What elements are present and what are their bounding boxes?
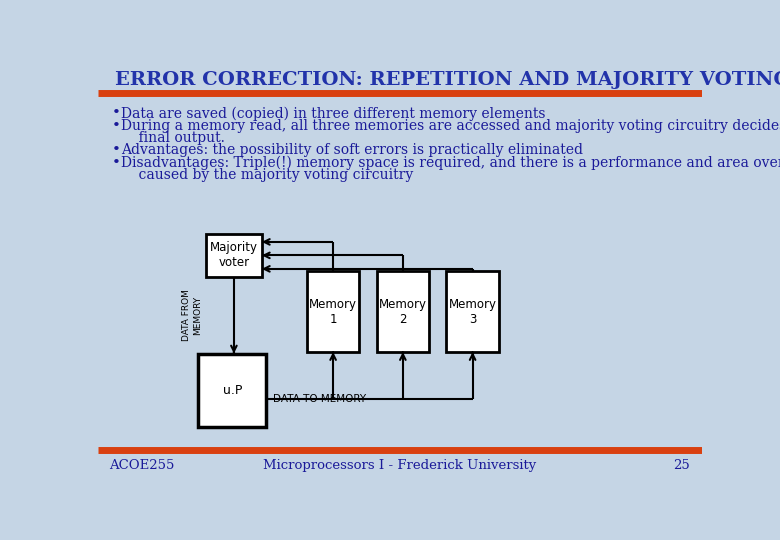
Text: Data are saved (copied) in three different memory elements: Data are saved (copied) in three differe… xyxy=(121,106,545,121)
Text: ACOE255: ACOE255 xyxy=(109,458,175,472)
Text: During a memory read, all three memories are accessed and majority voting circui: During a memory read, all three memories… xyxy=(121,119,780,133)
Bar xyxy=(307,271,360,352)
Text: final output.: final output. xyxy=(121,131,225,145)
Text: •: • xyxy=(112,106,120,120)
Text: caused by the majority voting circuitry: caused by the majority voting circuitry xyxy=(121,168,413,182)
Text: •: • xyxy=(112,156,120,170)
Text: Disadvantages: Triple(!) memory space is required, and there is a performance an: Disadvantages: Triple(!) memory space is… xyxy=(121,156,780,170)
Bar xyxy=(446,271,499,352)
Text: Memory
2: Memory 2 xyxy=(379,298,427,326)
Text: 25: 25 xyxy=(674,458,690,472)
Text: Advantages: the possibility of soft errors is practically eliminated: Advantages: the possibility of soft erro… xyxy=(121,143,583,157)
Text: DATA TO MEMORY: DATA TO MEMORY xyxy=(273,394,366,404)
Text: •: • xyxy=(112,143,120,157)
Text: Memory
3: Memory 3 xyxy=(448,298,497,326)
Bar xyxy=(198,354,267,427)
Text: u.P: u.P xyxy=(222,383,242,396)
Text: Microprocessors I - Frederick University: Microprocessors I - Frederick University xyxy=(263,458,537,472)
Bar xyxy=(206,234,262,276)
Text: •: • xyxy=(112,119,120,133)
Bar xyxy=(377,271,429,352)
Text: ERROR CORRECTION: REPETITION AND MAJORITY VOTING: ERROR CORRECTION: REPETITION AND MAJORIT… xyxy=(115,71,780,89)
Text: Majority
voter: Majority voter xyxy=(210,241,258,269)
Text: DATA FROM
MEMORY: DATA FROM MEMORY xyxy=(183,289,202,341)
Text: Memory
1: Memory 1 xyxy=(309,298,357,326)
